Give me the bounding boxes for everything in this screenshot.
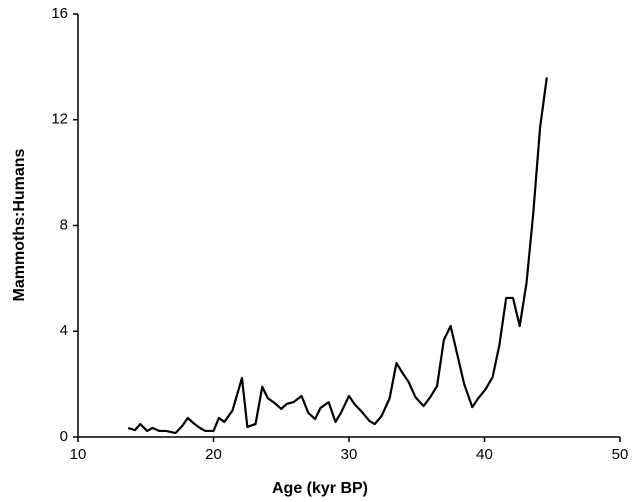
y-tick-label: 16: [51, 5, 68, 22]
y-tick-label: 12: [51, 111, 68, 128]
x-tick-label: 30: [341, 446, 358, 463]
x-axis-label: Age (kyr BP): [272, 480, 368, 497]
y-tick-label: 8: [60, 216, 68, 233]
x-tick-label: 40: [476, 446, 493, 463]
x-tick-label: 50: [612, 446, 629, 463]
y-axis-label: Mammoths:Humans: [11, 148, 28, 301]
y-tick-label: 4: [60, 322, 68, 339]
x-tick-label: 20: [205, 446, 222, 463]
y-tick-label: 0: [60, 428, 68, 445]
data-line: [127, 77, 548, 435]
x-tick-label: 10: [70, 446, 87, 463]
